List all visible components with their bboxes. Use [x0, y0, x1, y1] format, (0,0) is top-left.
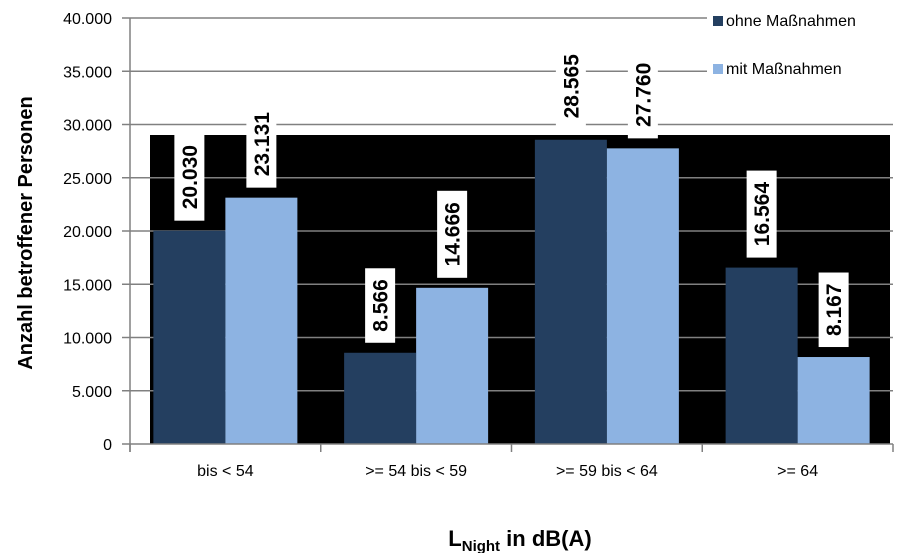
bar	[416, 287, 489, 444]
category-labels: bis < 54 >= 54 bis < 59 >= 59 bis < 64 >= 6…	[197, 463, 818, 480]
data-label-box	[818, 272, 849, 348]
data-label-box	[246, 100, 277, 188]
legend-swatch	[713, 64, 723, 74]
x-tick-label: >= 64	[777, 463, 818, 480]
legend-box	[707, 5, 899, 90]
legend-label: ohne Maßnahmen	[726, 13, 856, 30]
y-tick-label: 25.000	[63, 171, 112, 188]
data-label: 20.030	[179, 145, 202, 209]
x-axis-label-main: L	[448, 526, 461, 551]
bar	[534, 139, 607, 444]
data-label: 23.131	[251, 112, 274, 177]
y-tick-label: 15.000	[63, 277, 112, 294]
bar	[725, 267, 798, 444]
y-axis-label: Anzahl betroffener Personen	[15, 96, 37, 369]
data-label: 16.564	[751, 182, 774, 247]
bar	[606, 148, 679, 444]
y-tick-label: 5.000	[72, 384, 112, 401]
y-tick-label: 35.000	[63, 64, 112, 81]
legend-swatch	[713, 16, 723, 26]
y-tick-label: 40.000	[63, 11, 112, 28]
bar	[153, 230, 226, 444]
data-label-box	[365, 268, 396, 343]
x-tick-label: >= 59 bis < 64	[556, 463, 658, 480]
bar	[225, 197, 298, 444]
y-tick-label: 20.000	[63, 224, 112, 241]
data-label: 8.566	[370, 279, 393, 332]
data-label-box	[555, 42, 586, 130]
data-label-box	[746, 170, 777, 258]
x-axis-label-rest: in dB(A)	[500, 526, 592, 551]
y-tick-label: 10.000	[63, 331, 112, 348]
x-tick-label: >= 54 bis < 59	[365, 463, 467, 480]
data-label: 27.760	[632, 63, 655, 127]
data-label-box	[627, 51, 658, 139]
data-label-box	[174, 133, 205, 221]
y-tick-label: 30.000	[63, 118, 112, 135]
data-label: 8.167	[823, 283, 846, 336]
x-axis-label-subscript: Night	[462, 538, 500, 553]
data-label: 28.565	[560, 54, 583, 119]
x-axis-label: LNight in dB(A)	[448, 526, 591, 553]
axes	[129, 18, 894, 452]
x-tick-label: bis < 54	[197, 463, 254, 480]
data-labels: 20.030 23.131 8.566 14.666 28.565 27.760 16.56…	[174, 42, 849, 348]
legend: ohne Maßnahmen mit Maßnahmen	[707, 5, 899, 90]
y-tick-label: 0	[103, 437, 112, 454]
data-label: 14.666	[442, 202, 465, 266]
bars	[153, 139, 870, 444]
legend-label: mit Maßnahmen	[726, 61, 842, 78]
bar	[797, 357, 870, 444]
bar	[344, 352, 417, 444]
y-tick-labels: 0 5.000 10.000 15.000 20.000 25.000 30.000 35.0…	[63, 11, 130, 454]
data-label-box	[437, 190, 468, 278]
